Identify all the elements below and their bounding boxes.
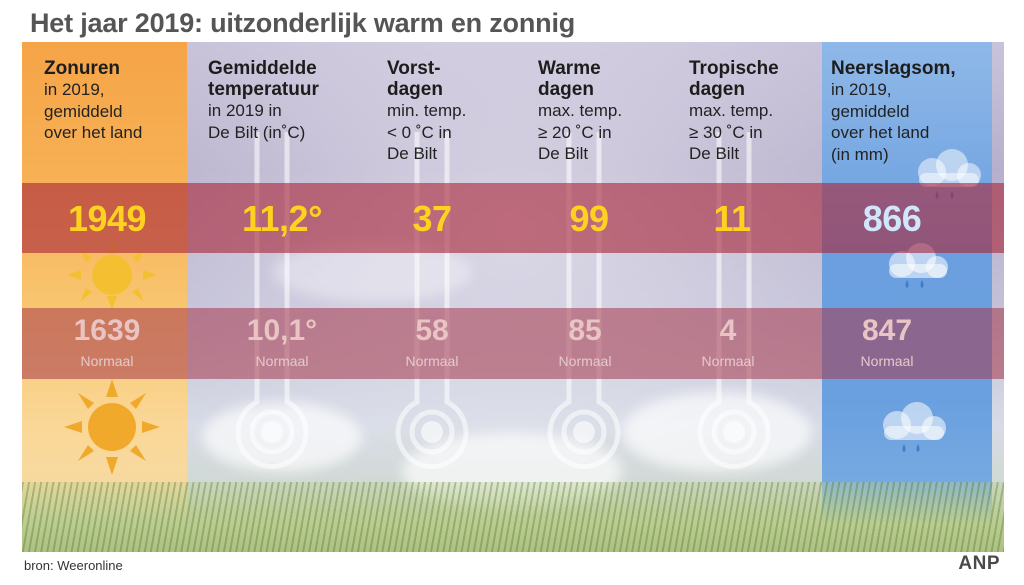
normal-label: Normaal bbox=[80, 353, 134, 369]
column-heading: temperatuur bbox=[208, 79, 319, 100]
normal-value: 85 bbox=[568, 314, 602, 347]
column-heading: Zonuren bbox=[44, 58, 120, 79]
column-subtext: in 2019 in bbox=[208, 101, 282, 120]
anp-logo: ANP bbox=[958, 553, 1000, 574]
value-2019: 11,2° bbox=[242, 198, 322, 239]
normal-value: 4 bbox=[719, 314, 737, 347]
column-subtext: max. temp. bbox=[689, 101, 774, 120]
column-heading: Neerslagsom, bbox=[831, 58, 956, 79]
column-header-sunshine: Zonuren in 2019, gemiddeld over het land bbox=[44, 58, 142, 144]
column-header-warm-days: Warme dagen max. temp. ≥ 20 ˚C in De Bil… bbox=[538, 58, 622, 165]
column-subtext: over het land bbox=[831, 123, 930, 142]
column-subtext: max. temp. bbox=[538, 101, 623, 120]
rain-cloud-icon bbox=[883, 402, 946, 452]
column-heading: dagen bbox=[689, 79, 745, 100]
sunshine-column bbox=[22, 42, 187, 552]
column-subtext: ≥ 20 ˚C in bbox=[538, 122, 612, 142]
column-heading: dagen bbox=[387, 79, 443, 100]
value-2019: 1949 bbox=[67, 198, 147, 239]
thermometer-icon bbox=[235, 132, 309, 470]
infographic-panel: Zonuren in 2019, gemiddeld over het land… bbox=[22, 42, 1004, 552]
normal-label: Normaal bbox=[860, 353, 914, 369]
value-2019: 866 bbox=[862, 198, 922, 239]
column-header-frost-days: Vorst- dagen min. temp. < 0 ˚C in De Bil… bbox=[387, 58, 466, 165]
column-subtext: De Bilt bbox=[538, 144, 589, 163]
precipitation-column bbox=[822, 42, 992, 552]
column-subtext: < 0 ˚C in bbox=[387, 122, 452, 142]
column-heading: Tropische bbox=[689, 58, 779, 79]
column-heading: dagen bbox=[538, 79, 594, 100]
rain-cloud-icon bbox=[918, 149, 981, 199]
page-title: Het jaar 2019: uitzonderlijk warm en zon… bbox=[30, 8, 576, 38]
column-subtext: De Bilt bbox=[689, 144, 740, 163]
sun-icon bbox=[64, 379, 160, 475]
column-header-temperature: Gemiddelde temperatuur in 2019 in De Bil… bbox=[208, 58, 319, 143]
column-heading: Warme bbox=[538, 58, 601, 79]
column-header-tropical-days: Tropische dagen max. temp. ≥ 30 ˚C in De… bbox=[689, 58, 779, 165]
thermometer-icon bbox=[697, 132, 771, 470]
column-subtext: in 2019, bbox=[831, 80, 892, 99]
grass-foreground bbox=[22, 482, 1004, 552]
normal-label: Normaal bbox=[405, 353, 459, 369]
thermometer-icon bbox=[547, 132, 621, 470]
source-credit: bron: Weeronline bbox=[24, 558, 123, 573]
column-subtext: min. temp. bbox=[387, 101, 467, 120]
thermometer-icon bbox=[395, 132, 469, 470]
column-subtext: (in mm) bbox=[831, 144, 889, 164]
column-subtext: over het land bbox=[44, 123, 143, 142]
normal-value: 1639 bbox=[73, 314, 141, 347]
normal-value: 10,1° bbox=[246, 314, 318, 347]
column-header-precipitation: Neerslagsom, in 2019, gemiddeld over het… bbox=[831, 58, 956, 165]
column-heading: Vorst- bbox=[387, 58, 441, 79]
normal-label: Normaal bbox=[558, 353, 612, 369]
normal-label: Normaal bbox=[701, 353, 755, 369]
normal-values-band bbox=[22, 308, 1004, 379]
column-subtext: De Bilt bbox=[387, 144, 438, 163]
values-2019-band bbox=[22, 183, 1004, 253]
column-subtext: De Bilt (in˚C) bbox=[208, 122, 306, 142]
normal-label: Normaal bbox=[255, 353, 309, 369]
value-2019: 37 bbox=[412, 198, 452, 239]
normal-value: 847 bbox=[861, 314, 913, 347]
value-2019: 99 bbox=[569, 198, 609, 239]
column-heading: Gemiddelde bbox=[208, 58, 317, 79]
column-subtext: gemiddeld bbox=[831, 101, 910, 121]
value-2019: 11 bbox=[713, 198, 751, 239]
column-subtext: gemiddeld bbox=[44, 101, 123, 121]
column-subtext: ≥ 30 ˚C in bbox=[689, 122, 763, 142]
normal-value: 58 bbox=[415, 314, 449, 347]
column-subtext: in 2019, bbox=[44, 80, 105, 99]
